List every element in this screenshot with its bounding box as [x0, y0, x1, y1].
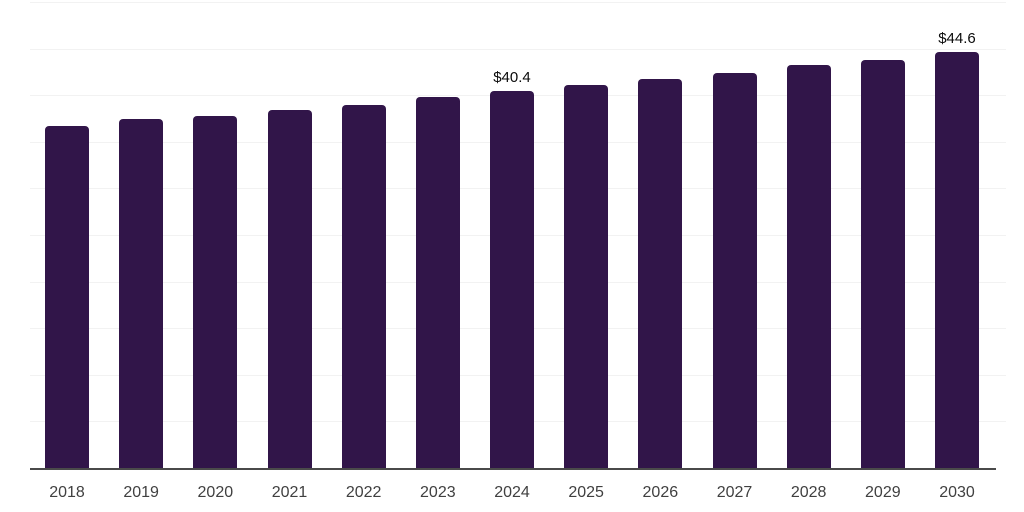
bar-2025[interactable] — [564, 85, 609, 468]
x-tick-label-2020: 2020 — [197, 484, 234, 501]
x-tick-label-2018: 2018 — [49, 484, 85, 501]
data-label-2024: $40.4 — [493, 69, 531, 86]
x-tick-label-2030: 2030 — [939, 484, 975, 501]
bar-2021[interactable] — [267, 110, 312, 468]
bar-2030[interactable] — [935, 52, 979, 468]
bar-2020[interactable] — [193, 116, 238, 468]
bar-2026[interactable] — [638, 79, 683, 468]
x-tick-label-2025: 2025 — [568, 484, 604, 501]
bar-2029[interactable] — [860, 60, 905, 468]
x-tick-label-2028: 2028 — [790, 484, 827, 501]
bar-2028[interactable] — [786, 65, 831, 468]
bar-2019[interactable] — [119, 119, 164, 468]
bar-2027[interactable] — [712, 73, 757, 468]
bar-2018[interactable] — [45, 126, 89, 468]
x-tick-label-2022: 2022 — [345, 484, 382, 501]
x-tick-label-2024: 2024 — [494, 484, 530, 501]
gridline — [30, 48, 1006, 50]
x-axis-line — [30, 468, 996, 470]
x-tick-label-2021: 2021 — [271, 484, 308, 501]
x-tick-label-2019: 2019 — [123, 484, 159, 501]
bar-2023[interactable] — [415, 97, 460, 468]
bar-2022[interactable] — [341, 105, 386, 468]
x-tick-label-2023: 2023 — [420, 484, 456, 501]
bar-2024[interactable] — [490, 91, 534, 468]
data-label-2030: $44.6 — [938, 30, 976, 47]
x-tick-label-2027: 2027 — [716, 484, 753, 501]
gridline — [30, 2, 1006, 3]
x-tick-label-2026: 2026 — [642, 484, 679, 501]
x-tick-label-2029: 2029 — [865, 484, 901, 501]
